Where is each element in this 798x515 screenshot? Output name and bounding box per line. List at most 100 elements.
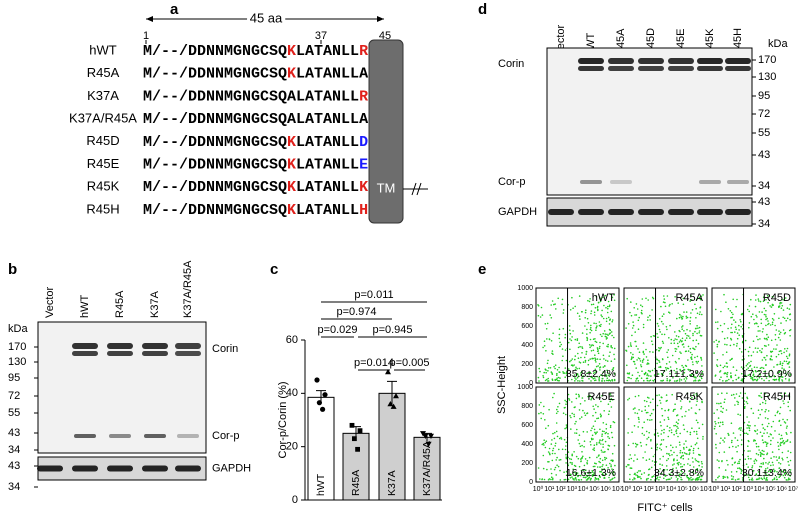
scatter-dot xyxy=(730,441,733,444)
scatter-dot xyxy=(557,410,559,413)
scatter-dot xyxy=(587,363,590,366)
scatter-dot xyxy=(783,360,786,363)
scatter-dot xyxy=(781,371,783,373)
scatter-dot xyxy=(585,469,587,472)
scatter-dot xyxy=(746,402,749,405)
scatter-dot xyxy=(764,470,766,472)
scatter-dot xyxy=(755,375,758,378)
scatter-dot xyxy=(582,430,585,433)
scatter-dot xyxy=(787,477,790,480)
scatter-dot xyxy=(758,477,761,479)
scatter-dot xyxy=(695,327,697,330)
band-label: Cor-p xyxy=(498,176,526,188)
scatter-dot xyxy=(562,312,565,314)
scatter-dot xyxy=(548,408,550,411)
scatter-dot xyxy=(544,323,547,325)
scatter-dot xyxy=(724,398,726,401)
scatter-dot xyxy=(677,419,680,421)
scatter-dot xyxy=(758,370,760,373)
blot xyxy=(37,321,207,454)
scatter-dot xyxy=(666,425,669,428)
scatter-dot xyxy=(759,349,761,352)
scatter-dot xyxy=(659,331,661,333)
scatter-dot xyxy=(748,326,750,329)
scatter-dot xyxy=(777,445,780,447)
scatter-dot xyxy=(629,454,631,456)
scatter-dot xyxy=(656,432,659,435)
scatter-dot xyxy=(669,473,672,476)
scatter-dot xyxy=(596,442,598,444)
scatter-dot xyxy=(545,328,548,330)
scatter-dot xyxy=(756,366,758,369)
scatter-dot xyxy=(632,442,634,445)
scatter-dot xyxy=(695,419,698,422)
scatter-dot xyxy=(556,408,558,411)
plot-frame xyxy=(535,386,620,483)
scatter-dot xyxy=(785,471,787,474)
scatter-dot xyxy=(724,380,727,382)
scatter-dot xyxy=(714,425,716,428)
scatter-dot xyxy=(666,452,668,455)
scatter-dot xyxy=(627,372,629,375)
scatter-dot xyxy=(670,477,673,479)
scatter-dot xyxy=(761,408,763,411)
scatter-dot xyxy=(671,354,674,357)
scatter-dot xyxy=(590,397,593,399)
scatter-dot xyxy=(785,350,788,352)
scatter-dot xyxy=(546,468,548,471)
scatter-dot xyxy=(609,400,611,403)
y-tick-label: 0 xyxy=(529,380,533,387)
scatter-dot xyxy=(738,347,741,350)
scatter-dot xyxy=(694,443,697,446)
scatter-dot xyxy=(788,366,791,368)
scatter-dot xyxy=(686,328,688,331)
scatter-dot xyxy=(780,322,782,324)
scatter-dot xyxy=(601,395,603,397)
scatter-dot xyxy=(659,468,661,470)
scatter-dot xyxy=(781,437,783,440)
scatter-dot xyxy=(643,353,645,355)
scatter-dot xyxy=(682,303,685,306)
scatter-dot xyxy=(555,422,558,424)
scatter-dot xyxy=(691,471,694,474)
scatter-dot xyxy=(647,299,649,301)
scatter-dot xyxy=(584,361,587,363)
scatter-dot xyxy=(673,463,675,465)
scatter-dot xyxy=(677,345,680,348)
scatter-dot xyxy=(597,308,599,311)
band xyxy=(72,465,98,472)
y-axis-label: SSC-Height xyxy=(496,356,508,414)
band xyxy=(725,58,751,64)
scatter-dot xyxy=(590,444,592,446)
scatter-dot xyxy=(656,373,659,375)
scatter-dot xyxy=(676,374,678,377)
scatter-dot xyxy=(607,448,609,451)
x-tick-label: 10³ xyxy=(655,486,666,493)
scatter-dot xyxy=(580,416,583,418)
scatter-dot xyxy=(762,367,765,370)
scatter-dot xyxy=(562,309,565,311)
scatter-dot xyxy=(614,464,616,467)
scatter-dot xyxy=(688,477,691,480)
scatter-dot xyxy=(584,476,586,479)
scatter-dot xyxy=(635,345,638,348)
scatter-dot xyxy=(652,380,655,382)
scatter-dot xyxy=(548,452,551,455)
scatter-dot xyxy=(682,454,684,457)
scatter-dot xyxy=(646,418,649,421)
scatter-dot xyxy=(663,431,665,434)
scatter-dot xyxy=(757,471,760,473)
scatter-dot xyxy=(727,327,729,330)
marker-label: 34 xyxy=(8,444,20,456)
scatter-dot xyxy=(685,350,687,353)
scatter-dot xyxy=(718,425,721,428)
scatter-dot xyxy=(575,455,578,458)
scatter-dot xyxy=(586,339,588,342)
scatter-dot xyxy=(754,439,756,442)
residue-45: H xyxy=(359,202,368,219)
data-point xyxy=(349,422,355,428)
row-label: K37A xyxy=(87,88,119,103)
scatter-dot xyxy=(771,321,774,324)
scatter-dot xyxy=(783,469,786,472)
scatter-dot xyxy=(550,317,553,319)
